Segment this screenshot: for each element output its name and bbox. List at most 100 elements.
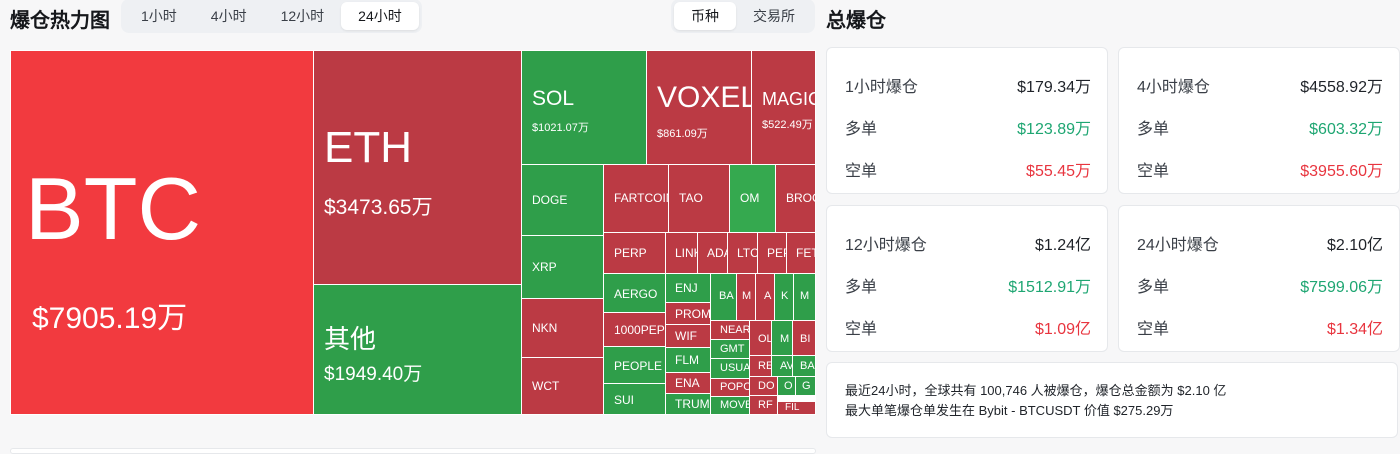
tile-coin[interactable]: RE (749, 355, 772, 377)
tile-coin[interactable]: BA (710, 273, 737, 321)
short-value: $1.09亿 (1034, 321, 1091, 338)
tile-coin[interactable]: ENA (665, 372, 711, 394)
tab-1h[interactable]: 1小时 (141, 8, 177, 24)
tab-12h[interactable]: 12小时 (280, 8, 325, 24)
tile-coin[interactable]: XRP (521, 235, 604, 299)
tile-coin[interactable]: TAO (668, 164, 730, 233)
tile-eth[interactable]: ETH $3473.65万 (313, 50, 522, 285)
tile-coin[interactable]: BI (792, 320, 816, 356)
tile-magic[interactable]: MAGIC $522.49万 (751, 50, 816, 165)
period-total: $179.34万 (1017, 79, 1091, 96)
tile-coin[interactable]: ADA (697, 232, 728, 274)
period-label: 4小时爆仓 (1137, 79, 1210, 96)
tile-voxel[interactable]: VOXEL $861.09万 (646, 50, 752, 165)
tile-coin[interactable]: M (736, 273, 756, 321)
short-label: 空单 (845, 163, 878, 180)
tile-coin[interactable]: O (777, 376, 796, 396)
long-label: 多单 (845, 121, 878, 138)
tile-coin[interactable]: A (755, 273, 775, 321)
tile-coin[interactable]: WIF (665, 324, 711, 348)
tile-coin[interactable]: NKN (521, 298, 604, 358)
total-liquidation-panel: 总爆仓 1小时爆仓 $179.34万 多单 $123.89万 空单 $55.45… (826, 0, 1400, 452)
tile-btc[interactable]: BTC $7905.19万 (10, 50, 314, 415)
tile-coin[interactable]: M (793, 273, 816, 321)
group-mode-tabs: 币种 交易所 (671, 0, 815, 33)
short-label: 空单 (1137, 163, 1170, 180)
tile-value: $7905.19万 (32, 302, 188, 335)
tile-coin[interactable]: ENJ (665, 273, 711, 303)
card-1h: 1小时爆仓 $179.34万 多单 $123.89万 空单 $55.45万 (826, 47, 1108, 194)
tile-symbol: BTC (25, 159, 201, 258)
long-label: 多单 (845, 279, 878, 296)
tile-coin[interactable]: USUAL (710, 358, 750, 379)
period-total: $4558.92万 (1300, 79, 1383, 96)
tab-4h[interactable]: 4小时 (210, 8, 247, 24)
tile-coin[interactable]: DOGE (521, 164, 604, 236)
tile-coin[interactable]: TRUMP (665, 393, 711, 415)
tile-coin[interactable]: PERP (603, 232, 666, 274)
heatmap-panel: 爆仓热力图 1小时 4小时 12小时 24小时 币种 交易所 BTC $7905… (10, 0, 816, 454)
tile-symbol: ETH (324, 123, 412, 172)
tile-coin[interactable]: NEAR (710, 320, 750, 340)
tile-coin[interactable]: K (774, 273, 794, 321)
tile-coin[interactable]: 1000PEPE (603, 312, 666, 347)
tile-others[interactable]: 其他 $1949.40万 (313, 284, 522, 415)
long-label: 多单 (1137, 121, 1170, 138)
tile-coin[interactable]: LTC (727, 232, 758, 274)
tile-value: $861.09万 (657, 128, 708, 140)
tile-symbol: MAGIC (762, 89, 816, 109)
liquidation-treemap: BTC $7905.19万 ETH $3473.65万 其他 $1949.40万… (10, 50, 816, 415)
tile-coin[interactable]: FARTCOIN (603, 164, 669, 233)
tile-value: $1021.07万 (532, 122, 589, 134)
tile-symbol: SOL (532, 87, 575, 110)
tile-coin[interactable]: BROCCOLI (775, 164, 816, 233)
tile-coin[interactable]: DO (749, 376, 778, 396)
tile-value: $1949.40万 (324, 364, 423, 385)
tile-coin[interactable]: BA (792, 355, 816, 377)
card-12h: 12小时爆仓 $1.24亿 多单 $1512.91万 空单 $1.09亿 (826, 205, 1108, 352)
tile-sol[interactable]: SOL $1021.07万 (521, 50, 647, 165)
period-total: $1.24亿 (1034, 237, 1091, 254)
tile-symbol: 其他 (324, 324, 377, 354)
long-value: $1512.91万 (1008, 279, 1091, 296)
tile-coin[interactable]: G (795, 376, 816, 396)
tile-coin[interactable]: LINK (665, 232, 698, 274)
next-panel-edge (10, 448, 816, 454)
tile-coin[interactable]: OM (729, 164, 776, 233)
long-value: $603.32万 (1309, 121, 1383, 138)
long-label: 多单 (1137, 279, 1170, 296)
period-total: $2.10亿 (1326, 237, 1383, 254)
short-label: 空单 (845, 321, 878, 338)
long-value: $123.89万 (1017, 121, 1091, 138)
short-label: 空单 (1137, 321, 1170, 338)
tile-coin[interactable]: M (771, 320, 793, 356)
tile-coin[interactable]: MOVE (710, 396, 750, 415)
summary-line-1: 最近24小时，全球共有 100,746 人被爆仓，爆仓总金额为 $2.10 亿 (845, 383, 1227, 398)
tile-coin[interactable]: PEPE (757, 232, 787, 274)
tab-by-exchange[interactable]: 交易所 (753, 8, 795, 24)
period-label: 24小时爆仓 (1137, 237, 1219, 254)
tile-coin[interactable]: RF (749, 395, 778, 415)
short-value: $1.34亿 (1326, 321, 1383, 338)
long-value: $7599.06万 (1300, 279, 1383, 296)
tile-coin[interactable]: GMT (710, 339, 750, 359)
heatmap-title: 爆仓热力图 (10, 10, 110, 32)
card-24h: 24小时爆仓 $2.10亿 多单 $7599.06万 空单 $1.34亿 (1118, 205, 1400, 352)
tile-coin[interactable]: PROM (665, 302, 711, 325)
tile-coin[interactable]: SUI (603, 383, 666, 415)
card-4h: 4小时爆仓 $4558.92万 多单 $603.32万 空单 $3955.60万 (1118, 47, 1400, 194)
tile-coin[interactable]: FIL (777, 401, 816, 415)
tab-by-coin[interactable]: 币种 (674, 2, 736, 30)
tile-coin[interactable]: FLM (665, 347, 711, 373)
tile-symbol: VOXEL (657, 81, 752, 114)
tile-value: $522.49万 (762, 119, 813, 131)
tile-coin[interactable]: FET (786, 232, 816, 274)
tile-coin[interactable]: OL (749, 320, 772, 356)
summary-line-2: 最大单笔爆仓单发生在 Bybit - BTCUSDT 价值 $275.29万 (845, 403, 1174, 418)
tile-coin[interactable]: AERGO (603, 273, 666, 313)
tile-coin[interactable]: POPCAT (710, 378, 750, 397)
tab-24h[interactable]: 24小时 (341, 2, 419, 30)
tile-coin[interactable]: PEOPLE (603, 346, 666, 384)
tile-coin[interactable]: AV (771, 355, 793, 377)
tile-coin[interactable]: WCT (521, 357, 604, 415)
